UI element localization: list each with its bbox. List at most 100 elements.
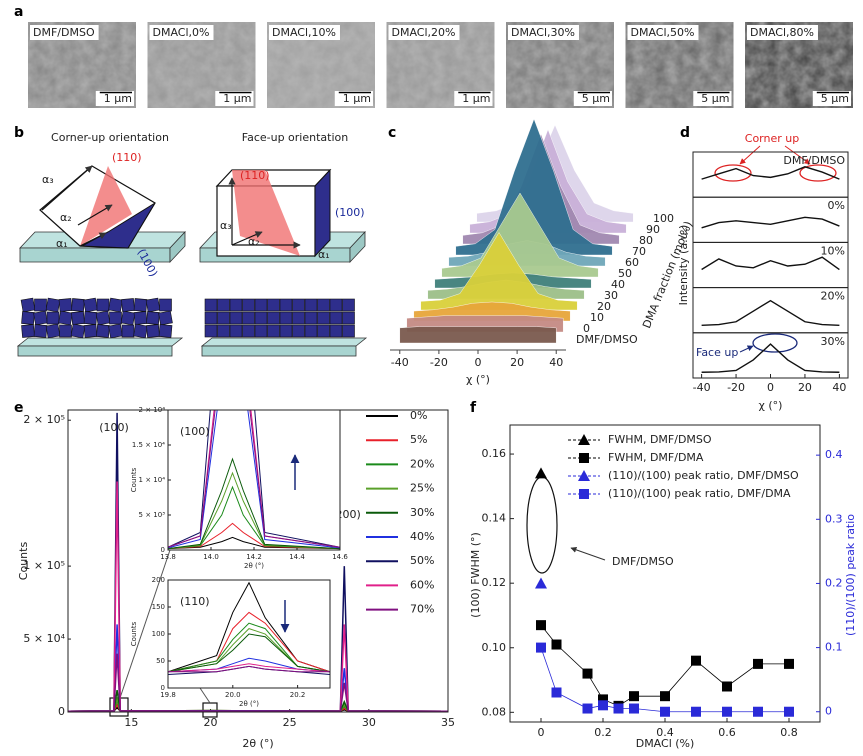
y-tick-label: 1 × 10⁵ — [23, 559, 65, 572]
x-tick-label: 20 — [204, 716, 218, 729]
crystal-block — [59, 324, 72, 338]
scale-bar-label: 5 μm — [821, 92, 849, 105]
y-tick-label: 2 × 10⁴ — [139, 406, 166, 414]
crystal-block — [304, 298, 318, 312]
crystal-block — [342, 311, 355, 325]
crystal-block — [329, 311, 343, 325]
trace — [701, 256, 840, 271]
label-box — [388, 25, 460, 40]
crystal-block — [146, 311, 160, 325]
crystal-block — [96, 324, 110, 338]
trace — [701, 343, 840, 373]
substrate — [17, 345, 173, 357]
crystal-block — [21, 324, 35, 338]
arrow — [784, 145, 811, 165]
x-tick-label: 14.0 — [203, 553, 219, 561]
y-tick-label: 0 — [161, 546, 165, 554]
trace-label: 10% — [821, 244, 845, 257]
x-tick-label: 0 — [767, 381, 774, 394]
crystal-block — [317, 298, 330, 312]
x-tick-label: 40 — [832, 381, 846, 394]
crystal-block — [83, 324, 98, 338]
trace — [701, 216, 840, 229]
y-tick-label: 0.16 — [482, 447, 507, 460]
x-tick-label: 30 — [362, 716, 376, 729]
axis-label: α₂ — [248, 235, 260, 248]
series-line — [168, 471, 340, 550]
x-tick-label: 0.4 — [656, 726, 674, 739]
crystal-block — [292, 324, 305, 338]
crystal-block — [120, 310, 136, 326]
crystal-block — [33, 324, 48, 338]
legend-label: 0% — [410, 409, 427, 422]
crystal-block — [71, 298, 85, 312]
ridge-label: 10 — [590, 311, 604, 324]
y2-tick-label: 0.1 — [825, 641, 843, 654]
diagram: Corner-up orientation Face-up orientatio… — [16, 131, 368, 357]
crystal-block — [217, 298, 230, 312]
crystal-block — [329, 324, 343, 338]
crystal-block — [342, 324, 355, 338]
marker — [722, 681, 732, 692]
y-axis-label: (100) FWHM (°) — [469, 532, 482, 618]
marker — [784, 658, 794, 669]
marker — [551, 687, 562, 698]
crystal-block — [329, 298, 343, 312]
legend-label: 20% — [410, 457, 434, 470]
y2-axis-label: (110)/(100) peak ratio — [844, 514, 857, 636]
series-line — [168, 522, 340, 550]
y2-tick-label: 0.3 — [825, 512, 843, 525]
y-tick-label: 0.14 — [482, 512, 507, 525]
plot-frame — [167, 579, 331, 689]
crystal-block — [267, 311, 280, 325]
x-tick-label: 14.2 — [246, 553, 262, 561]
marker — [598, 694, 608, 705]
y-tick-label: 0.08 — [482, 705, 507, 718]
crystal-block — [33, 310, 48, 326]
crystal-block — [108, 323, 123, 339]
marker — [753, 706, 763, 717]
crystal-block — [217, 311, 230, 325]
y-axis-label: Intensity (a.u.) — [677, 225, 690, 306]
plane-label: (100) — [335, 206, 365, 219]
marker — [535, 467, 547, 479]
crystal-block — [317, 311, 330, 325]
crystal-block — [121, 298, 135, 312]
peak-label: (100) — [99, 421, 129, 434]
axis-arrow — [41, 165, 93, 211]
x-tick-label: -40 — [693, 381, 711, 394]
series-line — [168, 665, 330, 673]
marker — [784, 706, 794, 717]
ridge-label: 30 — [604, 289, 618, 302]
legend-label: FWHM, DMF/DMSO — [608, 433, 712, 446]
annotation: Face up — [696, 346, 738, 359]
axis-label: α₁ — [318, 248, 330, 261]
image-label: DMACl,0% — [153, 26, 210, 39]
arrow — [570, 546, 606, 561]
legend-label: (110)/(100) peak ratio, DMF/DMA — [608, 487, 791, 500]
scale-bar-label: 1 μm — [223, 92, 251, 105]
series-line — [168, 457, 340, 550]
x-tick-label: 14.6 — [332, 553, 348, 561]
marker — [722, 706, 732, 717]
y-axis-label: Counts — [17, 542, 30, 581]
y-tick-label: 100 — [152, 630, 165, 638]
crystal-block — [304, 324, 318, 338]
crystal-block — [159, 298, 172, 312]
inset-label: (110) — [180, 595, 210, 608]
image-label: DMACl,80% — [750, 26, 814, 39]
label-box — [269, 25, 340, 40]
crystal-block — [45, 323, 61, 339]
y-tick-label: 150 — [152, 603, 165, 611]
crystal-block — [217, 324, 230, 338]
crystal-block — [158, 324, 173, 338]
y2-tick-label: 0.4 — [825, 448, 843, 461]
marker — [691, 706, 701, 717]
x-axis-label: χ (°) — [466, 373, 490, 386]
ridge-label: 100 — [653, 212, 674, 225]
x-tick-label: 13.8 — [160, 553, 176, 561]
crystal-block — [46, 311, 60, 325]
crystal-block — [133, 323, 148, 339]
x-tick-label: 40 — [549, 356, 563, 369]
substrate — [200, 337, 368, 347]
